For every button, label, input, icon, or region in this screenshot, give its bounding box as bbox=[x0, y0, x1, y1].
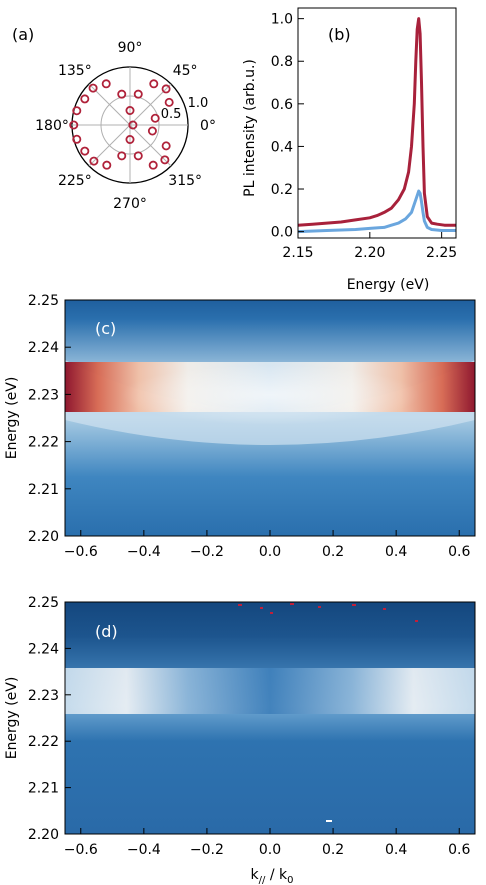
polar-angle-label: 180° bbox=[35, 118, 69, 134]
heatmap-c-axes: −0.6 −0.4 −0.2 0.0 0.2 0.4 0.6 2.20 2.21 2.22 2.23… bbox=[28, 293, 471, 560]
c-x-tick-label: 0.4 bbox=[385, 544, 407, 560]
polar-data-point bbox=[161, 141, 171, 151]
polar-data-point bbox=[160, 155, 170, 165]
pl-y-tick-label: 0.8 bbox=[271, 54, 293, 70]
polar-radial-tick-label: 1.0 bbox=[188, 96, 209, 111]
polar-data-point bbox=[133, 89, 143, 99]
polar-data-point bbox=[69, 120, 79, 130]
polar-data-point bbox=[125, 134, 135, 144]
polar-radial-tick-label: 0.5 bbox=[161, 107, 182, 122]
d-y-tick-label: 2.25 bbox=[28, 595, 59, 611]
b-y-axis-label: PL intensity (arb.u.) bbox=[242, 59, 258, 197]
polar-grid-spoke bbox=[129, 83, 172, 126]
polar-plot: 0° 45° 90° 135° 180° 225° 270° 315° 0.5 1.0 bbox=[35, 40, 216, 212]
pl-series-line bbox=[297, 189, 456, 234]
pl-x-tick-label: 2.15 bbox=[282, 245, 313, 261]
pl-y-tick-label: 0.0 bbox=[271, 225, 293, 241]
b-x-axis-label: Energy (eV) bbox=[347, 277, 430, 293]
d-x-tick-label: 0.6 bbox=[448, 842, 470, 858]
pl-x-tick-label: 2.25 bbox=[426, 245, 457, 261]
d-x-tick-label: −0.6 bbox=[64, 842, 98, 858]
c-x-tick-label: 0.6 bbox=[448, 544, 470, 560]
polar-angle-label: 0° bbox=[200, 118, 216, 134]
d-y-tick-label: 2.22 bbox=[28, 734, 59, 750]
c-x-tick-label: −0.2 bbox=[190, 544, 224, 560]
polar-data-point bbox=[80, 94, 90, 104]
c-y-tick-label: 2.25 bbox=[28, 293, 59, 309]
polar-data-point bbox=[117, 89, 127, 99]
pl-series-line bbox=[297, 17, 456, 227]
c-x-tick-label: 0.2 bbox=[322, 544, 344, 560]
pl-y-tick-label: 0.4 bbox=[271, 139, 293, 155]
d-x-axis-label: k// / k0 bbox=[251, 867, 294, 885]
c-y-tick-label: 2.21 bbox=[28, 482, 59, 498]
c-y-tick-label: 2.23 bbox=[28, 387, 59, 403]
d-x-tick-label: −0.2 bbox=[190, 842, 224, 858]
polar-angle-label: 225° bbox=[58, 173, 92, 189]
pl-spectrum-plot: 2.15 2.20 2.25 0.0 0.2 0.4 0.6 0.8 1.0 bbox=[271, 7, 457, 261]
polar-data-point bbox=[147, 126, 157, 136]
d-y-axis-label: Energy (eV) bbox=[4, 677, 20, 760]
polar-data-point bbox=[150, 113, 160, 123]
polar-grid-spoke bbox=[88, 124, 131, 167]
polar-data-point bbox=[80, 146, 90, 156]
heatmap-d bbox=[65, 602, 475, 834]
polar-angle-label: 90° bbox=[118, 40, 143, 56]
pl-plot-frame bbox=[297, 7, 457, 239]
polar-data-point bbox=[125, 106, 135, 116]
c-y-tick-label: 2.22 bbox=[28, 435, 59, 451]
d-y-tick-label: 2.21 bbox=[28, 781, 59, 797]
d-x-tick-label: 0.4 bbox=[385, 842, 407, 858]
c-x-tick-label: −0.4 bbox=[127, 544, 161, 560]
pl-x-tick-label: 2.20 bbox=[354, 245, 385, 261]
pl-y-tick-label: 0.6 bbox=[271, 97, 293, 113]
d-y-tick-label: 2.23 bbox=[28, 688, 59, 704]
polar-data-point bbox=[161, 84, 171, 94]
c-y-axis-label: Energy (eV) bbox=[4, 377, 20, 460]
polar-data-point bbox=[102, 160, 112, 170]
d-x-tick-label: −0.4 bbox=[127, 842, 161, 858]
pl-y-tick-label: 1.0 bbox=[271, 12, 293, 28]
polar-data-point bbox=[72, 134, 82, 144]
c-y-tick-label: 2.24 bbox=[28, 340, 59, 356]
polar-angle-label: 315° bbox=[168, 173, 202, 189]
heatmap-c bbox=[65, 300, 475, 536]
c-x-tick-label: 0.0 bbox=[259, 544, 281, 560]
polar-data-point bbox=[164, 97, 174, 107]
polar-data-point bbox=[117, 151, 127, 161]
d-y-tick-label: 2.20 bbox=[28, 827, 59, 843]
polar-data-point bbox=[149, 79, 159, 89]
polar-data-point bbox=[72, 106, 82, 116]
panel-label-c: (c) bbox=[95, 319, 116, 338]
polar-data-point bbox=[128, 120, 138, 130]
polar-angle-label: 45° bbox=[173, 63, 198, 79]
panel-label-b: (b) bbox=[328, 25, 351, 44]
pl-y-tick-label: 0.2 bbox=[271, 182, 293, 198]
polar-data-point bbox=[101, 79, 111, 89]
polar-angle-label: 135° bbox=[58, 63, 92, 79]
c-y-tick-label: 2.20 bbox=[28, 529, 59, 545]
panel-label-a: (a) bbox=[12, 25, 34, 44]
c-x-tick-label: −0.6 bbox=[64, 544, 98, 560]
d-y-tick-label: 2.24 bbox=[28, 641, 59, 657]
polar-angle-label: 270° bbox=[113, 196, 147, 212]
heatmap-d-axes: −0.6 −0.4 −0.2 0.0 0.2 0.4 0.6 2.20 2.21 2.22 2.23… bbox=[28, 595, 471, 858]
d-x-tick-label: 0.2 bbox=[322, 842, 344, 858]
panel-label-d: (d) bbox=[95, 622, 118, 641]
polar-data-point bbox=[148, 160, 158, 170]
polar-data-point bbox=[88, 83, 98, 93]
polar-data-point bbox=[133, 151, 143, 161]
d-x-tick-label: 0.0 bbox=[259, 842, 281, 858]
polar-data-point bbox=[89, 156, 99, 166]
polar-grid-spoke bbox=[129, 124, 172, 167]
